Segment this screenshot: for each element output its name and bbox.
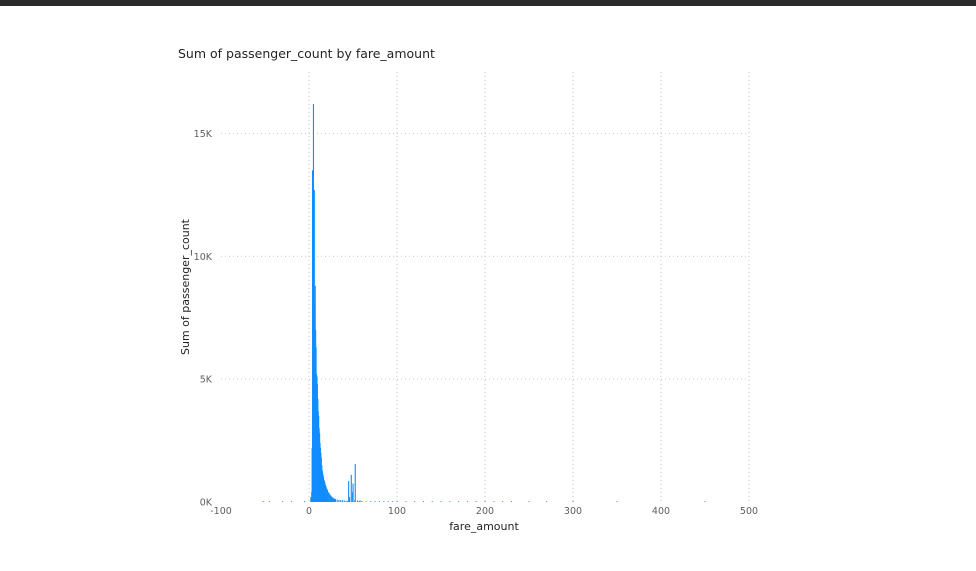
bar[interactable] — [502, 501, 504, 502]
bar[interactable] — [359, 500, 361, 502]
bar[interactable] — [352, 483, 354, 502]
bar[interactable] — [341, 500, 344, 502]
y-tick-label: 5K — [200, 375, 213, 386]
bar[interactable] — [331, 497, 333, 502]
x-axis-ticks: -100 0 100 200 300 400 500 — [210, 506, 758, 517]
x-tick-label: 100 — [388, 506, 406, 517]
bar[interactable] — [354, 463, 356, 502]
bar[interactable] — [361, 501, 363, 502]
x-tick-label: 500 — [740, 506, 758, 517]
bar[interactable] — [546, 501, 548, 502]
bar[interactable] — [378, 501, 380, 502]
bar[interactable] — [326, 489, 329, 502]
bar[interactable] — [333, 498, 335, 502]
bar[interactable] — [328, 493, 330, 502]
bar[interactable] — [348, 481, 350, 502]
bar[interactable] — [392, 501, 394, 502]
bar[interactable] — [338, 499, 340, 502]
bar[interactable] — [340, 500, 342, 502]
window-top-bar — [0, 0, 976, 6]
bar[interactable] — [374, 501, 376, 502]
bar[interactable] — [396, 501, 398, 502]
y-axis-ticks: 0K 5K 10K 15K — [194, 129, 213, 509]
bar[interactable] — [330, 495, 332, 502]
bar[interactable] — [262, 501, 264, 502]
x-tick-label: 300 — [564, 506, 582, 517]
bar[interactable] — [431, 501, 433, 502]
bar[interactable] — [414, 501, 416, 502]
bar[interactable] — [572, 501, 574, 502]
bar[interactable] — [365, 501, 367, 502]
bar[interactable] — [268, 501, 270, 502]
bar[interactable] — [282, 501, 284, 502]
bar[interactable] — [334, 498, 336, 502]
bar[interactable] — [326, 488, 328, 502]
bar[interactable] — [475, 501, 477, 502]
bar[interactable] — [327, 492, 329, 502]
bar[interactable] — [348, 497, 351, 502]
chart-title: Sum of passenger_count by fare_amount — [178, 46, 435, 61]
x-tick-label: -100 — [210, 506, 232, 517]
bar[interactable] — [304, 501, 306, 502]
bar[interactable] — [312, 170, 314, 503]
bar[interactable] — [704, 501, 706, 502]
bar[interactable] — [345, 500, 347, 502]
y-tick-label: 0K — [200, 498, 213, 509]
bar[interactable] — [334, 499, 336, 502]
x-axis-title: fare_amount — [449, 520, 519, 533]
bar[interactable] — [493, 501, 495, 502]
bar[interactable] — [343, 500, 345, 502]
bar[interactable] — [440, 501, 442, 502]
x-tick-label: 0 — [306, 506, 312, 517]
bar[interactable] — [466, 501, 468, 502]
bar[interactable] — [336, 499, 338, 502]
bar[interactable] — [449, 501, 451, 502]
bar[interactable] — [458, 501, 460, 502]
y-tick-label: 10K — [194, 252, 213, 263]
bar[interactable] — [528, 501, 530, 502]
bar[interactable] — [290, 501, 292, 502]
bar[interactable] — [347, 500, 349, 502]
x-tick-label: 200 — [476, 506, 494, 517]
bar[interactable] — [370, 501, 372, 502]
bar[interactable] — [358, 501, 360, 502]
bar[interactable] — [484, 501, 486, 502]
y-tick-label: 15K — [194, 129, 213, 140]
x-tick-label: 400 — [652, 506, 670, 517]
bar[interactable] — [387, 501, 389, 502]
bar[interactable] — [383, 501, 385, 502]
gridlines — [221, 72, 750, 502]
bar[interactable] — [350, 474, 352, 502]
bar-series[interactable] — [262, 103, 706, 503]
bar[interactable] — [405, 501, 407, 502]
bar[interactable] — [332, 497, 334, 502]
y-axis-title: Sum of passenger_count — [179, 218, 192, 355]
bar[interactable] — [310, 497, 312, 502]
bar[interactable] — [329, 494, 331, 502]
bar[interactable] — [616, 501, 618, 502]
bar[interactable] — [356, 500, 358, 502]
bar[interactable] — [422, 501, 424, 502]
bar[interactable] — [510, 501, 512, 502]
